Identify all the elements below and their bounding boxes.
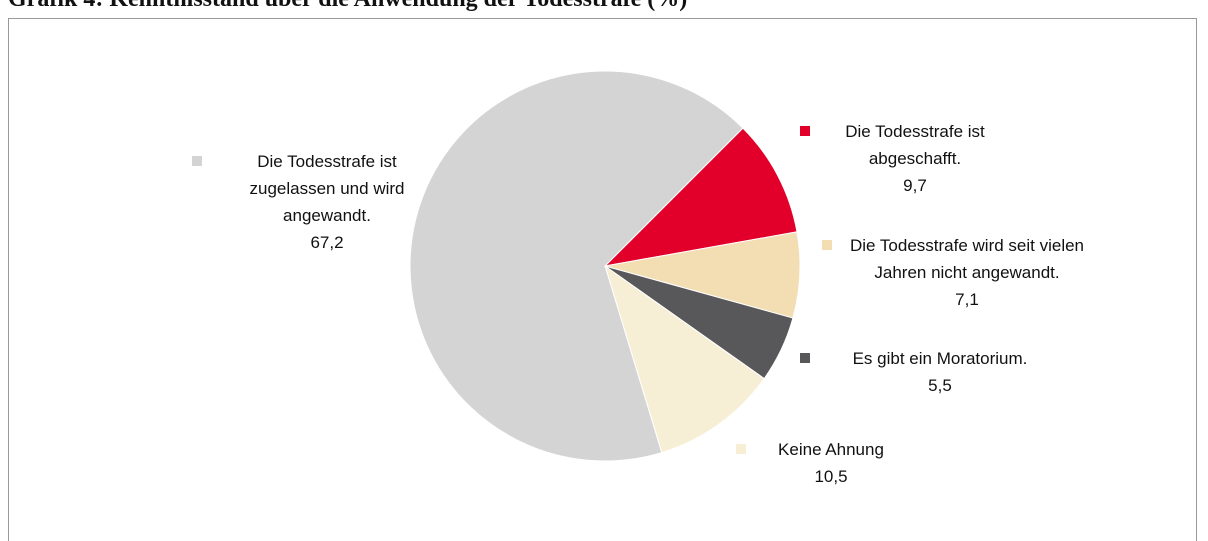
value-label: 5,5 [928,376,952,395]
pie-slice [603,127,798,267]
data-label: Es gibt ein Moratorium. 5,5 [800,345,1060,399]
pie-slice [409,70,744,462]
legend-swatch [800,126,810,136]
category-label: Die Todesstrafe wird seit vielen Jahren … [849,236,1084,282]
label-text: Die Todesstrafe wird seit vielen Jahren … [842,232,1092,313]
value-label: 67,2 [310,233,344,252]
value-label: 7,1 [955,290,979,309]
data-label: Die Todesstrafe wird seit vielen Jahren … [822,232,1092,313]
data-label: Die Todesstrafe ist zugelassen und wird … [192,148,442,256]
legend-swatch [736,444,746,454]
label-text: Es gibt ein Moratorium. 5,5 [820,345,1060,399]
category-label: Keine Ahnung [778,440,884,459]
chart-title: Grafik 4: Kenntnisstand über die Anwendu… [8,0,687,13]
data-label: Keine Ahnung 10,5 [736,436,906,490]
value-label: 9,7 [903,176,927,195]
legend-swatch [800,353,810,363]
data-label: Die Todesstrafe ist abgeschafft. 9,7 [800,118,1010,199]
pie-slice [604,264,765,454]
frame [8,18,1197,541]
label-text: Die Todesstrafe ist abgeschafft. 9,7 [820,118,1010,199]
category-label: Die Todesstrafe ist zugelassen und wird … [249,152,405,225]
category-label: Die Todesstrafe ist abgeschafft. [845,122,985,168]
label-text: Die Todesstrafe ist zugelassen und wird … [212,148,442,256]
legend-swatch [822,240,832,250]
value-label: 10,5 [814,467,848,486]
label-text: Keine Ahnung 10,5 [756,436,906,490]
legend-swatch [192,156,202,166]
category-label: Es gibt ein Moratorium. [852,349,1028,368]
